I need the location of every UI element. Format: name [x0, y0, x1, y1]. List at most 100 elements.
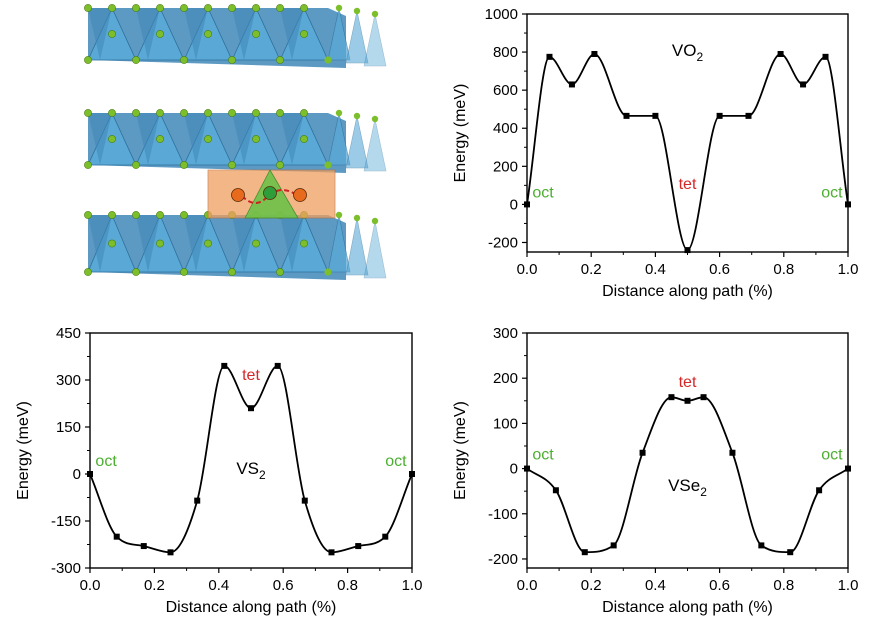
anion-atom: [180, 4, 188, 12]
oct-site-label: oct: [95, 453, 117, 470]
anion-atom: [84, 211, 92, 219]
x-tick-label: 0.0: [80, 577, 101, 594]
octahedron-face: [232, 8, 256, 60]
y-tick-label: 150: [56, 419, 81, 436]
y-tick-label: -200: [488, 234, 518, 251]
anion-atom: [204, 239, 212, 248]
anion-atom: [300, 135, 308, 143]
energy-curve: [526, 53, 849, 252]
data-point: [610, 542, 617, 549]
anion-atom: [252, 109, 260, 117]
anion-atom: [84, 109, 92, 117]
x-tick-label: 0.0: [517, 577, 538, 594]
anion-atom: [276, 4, 284, 12]
anion-atom: [84, 4, 92, 12]
anion-atom: [108, 239, 116, 248]
tet-site-label: tet: [242, 367, 260, 384]
oct-site-label: oct: [821, 185, 843, 202]
anion-atom: [204, 30, 212, 38]
data-point: [409, 471, 415, 477]
y-tick-label: 450: [56, 325, 81, 342]
anion-atom: [132, 268, 140, 276]
octahedron-face: [232, 215, 256, 272]
x-tick-label: 0.2: [581, 261, 602, 278]
anion-atom: [84, 268, 92, 276]
data-point: [716, 112, 723, 119]
anion-atom: [252, 135, 260, 143]
y-tick-label: 300: [56, 372, 81, 389]
anion-atom: [324, 161, 332, 169]
anion-atom: [180, 109, 188, 117]
anion-atom: [156, 4, 164, 12]
data-point: [140, 543, 147, 550]
anion-atom: [132, 211, 140, 219]
data-point: [822, 53, 829, 60]
octahedron-face: [136, 215, 160, 272]
anion-atom: [300, 30, 308, 38]
x-axis-label: Distance along path (%): [166, 599, 337, 616]
x-tick-label: 0.6: [273, 577, 294, 594]
octahedral-layer: [84, 211, 387, 280]
octahedron-face: [184, 215, 208, 272]
data-point: [524, 201, 530, 208]
y-tick-label: 200: [493, 370, 518, 387]
y-axis-label: Energy (meV): [15, 401, 32, 500]
octahedron-face: [184, 113, 208, 165]
interlayer-migration-sites: [207, 169, 336, 219]
octahedral-layer: [84, 109, 387, 173]
y-axis-label: Energy (meV): [452, 401, 469, 500]
ion-oct-position: [231, 188, 245, 202]
anion-atom: [276, 161, 284, 169]
chart-panel-vse2: 0.0 0.2 0.4 0.6 0.8 1.0 -200 -100 0 100 200 300 Dist…: [452, 325, 858, 616]
anion-atom: [180, 56, 188, 64]
anion-atom: [252, 30, 260, 38]
ion-tet-position: [263, 186, 277, 200]
anion-atom: [252, 4, 260, 12]
ion-oct-position: [293, 188, 307, 202]
data-point: [248, 405, 254, 412]
oct-site-label: oct: [821, 447, 843, 464]
data-point: [684, 247, 691, 254]
data-point: [274, 362, 281, 369]
anion-atom: [108, 109, 116, 117]
data-point: [652, 112, 659, 119]
anion-atom: [132, 56, 140, 64]
x-tick-label: 0.2: [144, 577, 165, 594]
y-tick-label: 200: [493, 158, 518, 175]
oct-site-label: oct: [532, 447, 554, 464]
chart-panel-vs2: 0.0 0.2 0.4 0.6 0.8 1.0 -300 -150 0 150 300 450 Dist…: [15, 325, 422, 616]
anion-atom: [156, 239, 164, 248]
x-tick-label: 0.0: [517, 261, 538, 278]
y-tick-label: -300: [51, 560, 81, 577]
x-tick-label: 0.4: [645, 261, 666, 278]
data-point: [581, 549, 588, 556]
data-point: [301, 497, 308, 504]
anion-atom: [156, 30, 164, 38]
data-point: [87, 471, 93, 477]
anion-atom: [276, 109, 284, 117]
plot-frame: [526, 332, 849, 569]
y-tick-label: -200: [488, 551, 518, 568]
y-tick-label: 800: [493, 44, 518, 61]
octahedron: [345, 115, 369, 169]
octahedral-layer: [84, 4, 387, 68]
y-tick-label: 0: [510, 196, 518, 213]
x-tick-label: 0.6: [709, 577, 730, 594]
data-point: [684, 397, 691, 404]
anion-atom: [276, 268, 284, 276]
octahedron-face: [136, 113, 160, 165]
data-point: [729, 449, 736, 456]
x-tick-label: 0.6: [709, 261, 730, 278]
anion-atom: [84, 161, 92, 169]
migration-path-arrow: [241, 189, 299, 204]
y-tick-label: 300: [493, 325, 518, 342]
data-point: [355, 543, 362, 550]
anion-atom: [252, 239, 260, 248]
oct-site-label: oct: [385, 453, 407, 470]
octahedron-face: [280, 113, 304, 165]
y-tick-label: 400: [493, 120, 518, 137]
octahedron: [345, 217, 369, 276]
y-tick-label: 100: [493, 415, 518, 432]
octahedron: [327, 214, 351, 273]
data-point: [787, 549, 794, 556]
